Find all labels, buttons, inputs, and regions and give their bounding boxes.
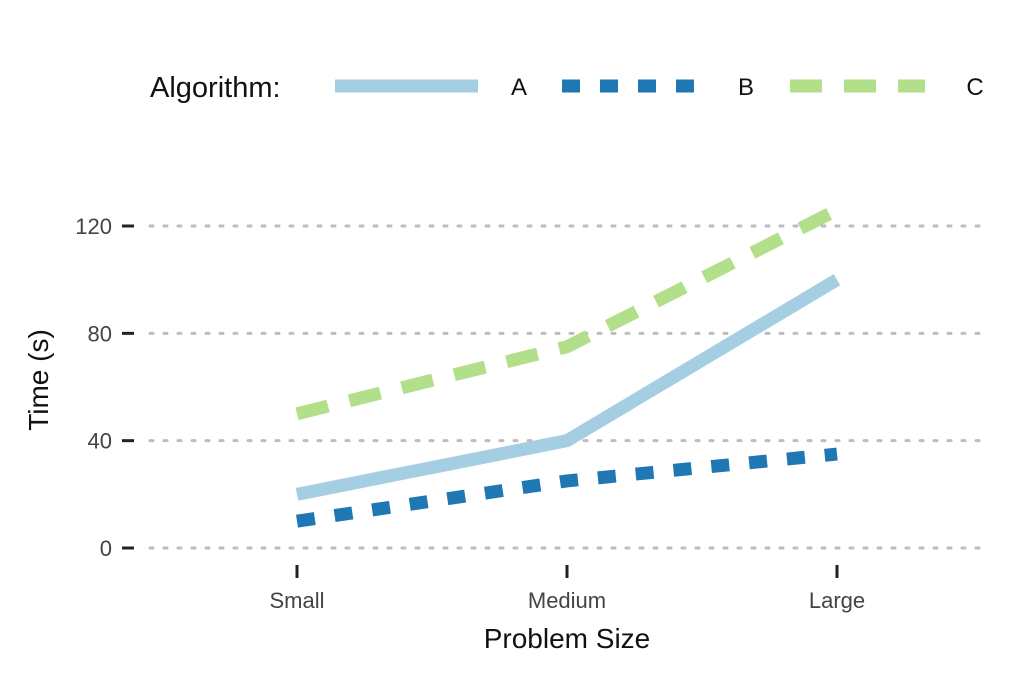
series-line-b — [296, 447, 838, 528]
gridlines — [148, 224, 992, 550]
x-tick-label-small: Small — [269, 588, 324, 613]
series-line-a — [295, 274, 841, 501]
legend-label-a: A — [511, 74, 527, 101]
legend-label-c: C — [966, 74, 983, 101]
series-lines — [295, 204, 841, 528]
y-tick-label-120: 120 — [75, 214, 112, 239]
y-tick-label-40: 40 — [88, 429, 112, 454]
x-tick-label-large: Large — [809, 588, 865, 613]
y-axis: 0 40 80 120 — [75, 214, 134, 561]
y-tick-label-80: 80 — [88, 321, 112, 346]
y-tick-label-0: 0 — [100, 536, 112, 561]
legend-title: Algorithm: — [150, 72, 281, 104]
x-tick-label-medium: Medium — [528, 588, 606, 613]
legend: Algorithm: A B C — [150, 72, 984, 104]
series-line-c — [295, 204, 840, 421]
x-axis: Small Medium Large — [269, 565, 865, 613]
legend-label-b: B — [738, 74, 754, 101]
y-axis-label: Time (s) — [23, 329, 54, 431]
x-axis-label: Problem Size — [484, 623, 651, 654]
